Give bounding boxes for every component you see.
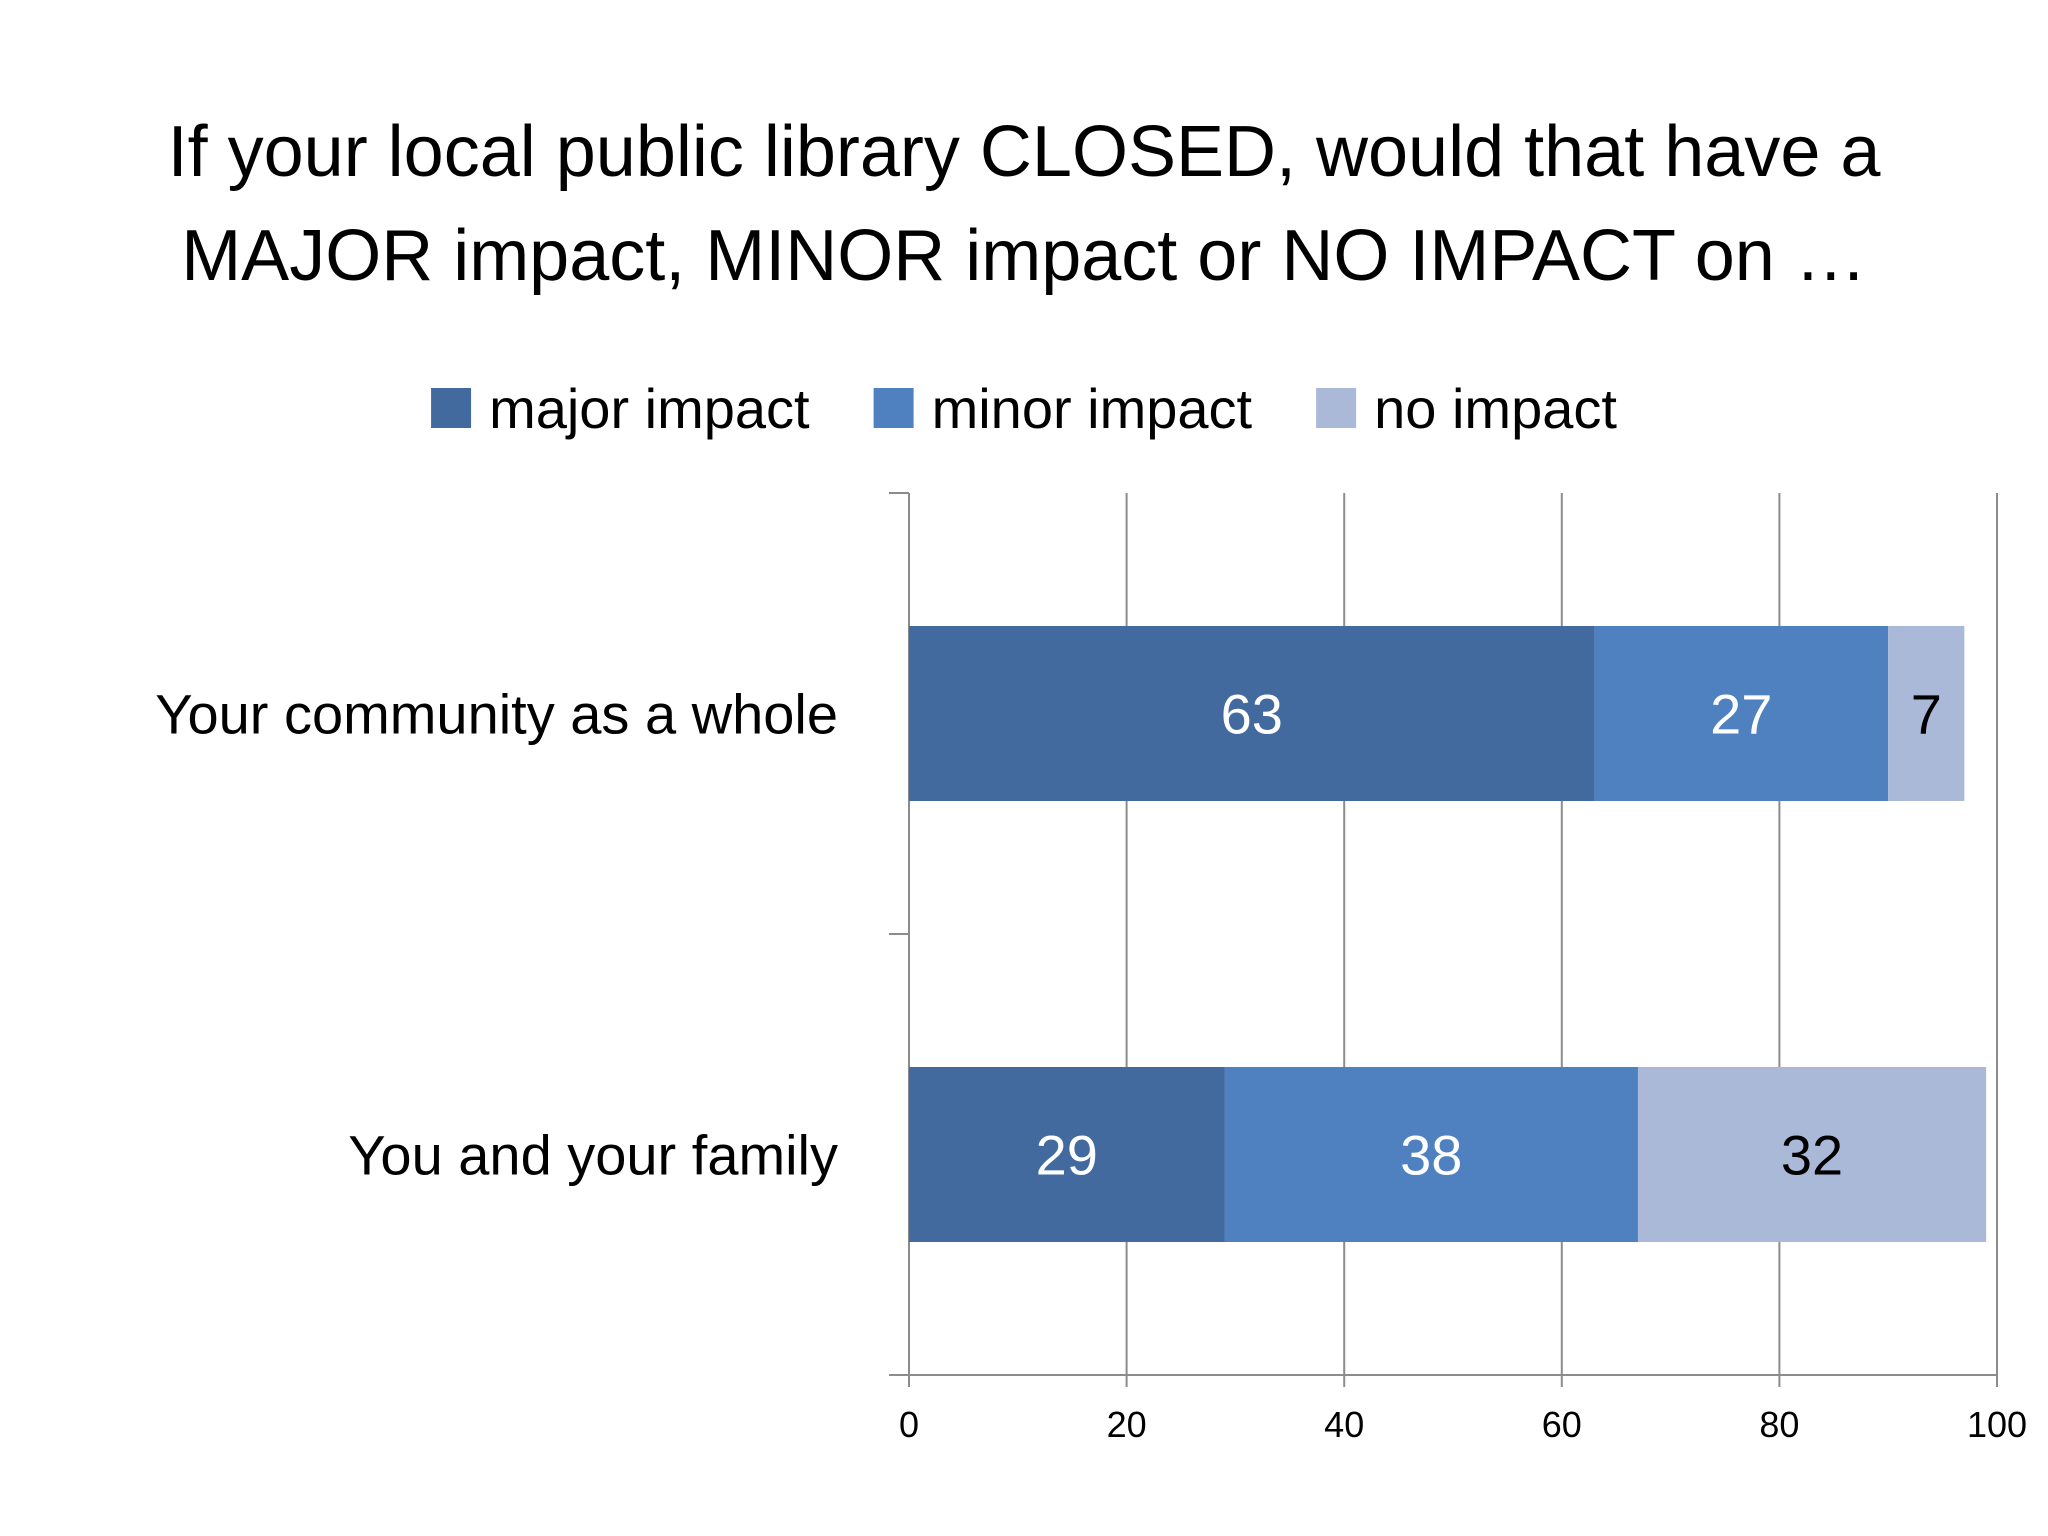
data-label: 38	[1400, 1124, 1462, 1187]
bar-segment	[909, 626, 1595, 801]
category-label: You and your family	[348, 1124, 838, 1187]
bars: 63 27 7 29 38 32	[909, 626, 1987, 1242]
x-tick-label: 80	[1759, 1404, 1799, 1445]
x-tick-label: 60	[1542, 1404, 1582, 1445]
legend-swatch	[431, 388, 472, 428]
bar-segment	[1224, 1067, 1638, 1242]
legend: major impact minor impact no impact	[431, 377, 1617, 440]
legend-label: no impact	[1374, 377, 1617, 440]
data-label: 63	[1221, 683, 1283, 746]
x-tick-label: 100	[1967, 1404, 2027, 1445]
bar-segment	[1637, 1067, 1987, 1242]
data-label: 7	[1911, 683, 1942, 746]
x-tick-label: 20	[1107, 1404, 1147, 1445]
data-label: 29	[1036, 1124, 1098, 1187]
category-label: Your community as a whole	[155, 683, 838, 746]
axes: 0 20 40 60 80 100	[889, 492, 2027, 1445]
category-labels: Your community as a whole You and your fa…	[155, 683, 838, 1187]
chart-title-line-2: MAJOR impact, MINOR impact or NO IMPACT …	[181, 216, 1867, 296]
chart-title: If your local public library CLOSED, wou…	[0, 100, 2048, 308]
legend-label: minor impact	[932, 377, 1253, 440]
legend-label: major impact	[489, 377, 810, 440]
bar-segment	[909, 1067, 1225, 1242]
gridlines	[1125, 493, 1998, 1375]
legend-swatch	[1316, 388, 1357, 428]
chart-title-line-1: If your local public library CLOSED, wou…	[167, 112, 1881, 192]
legend-swatch	[873, 388, 914, 428]
data-label: 27	[1710, 683, 1772, 746]
data-label: 32	[1781, 1124, 1843, 1187]
x-tick-label: 40	[1324, 1404, 1364, 1445]
x-tick-label: 0	[899, 1404, 919, 1445]
bar-segment	[1888, 626, 1965, 801]
bar-segment	[1594, 626, 1889, 801]
